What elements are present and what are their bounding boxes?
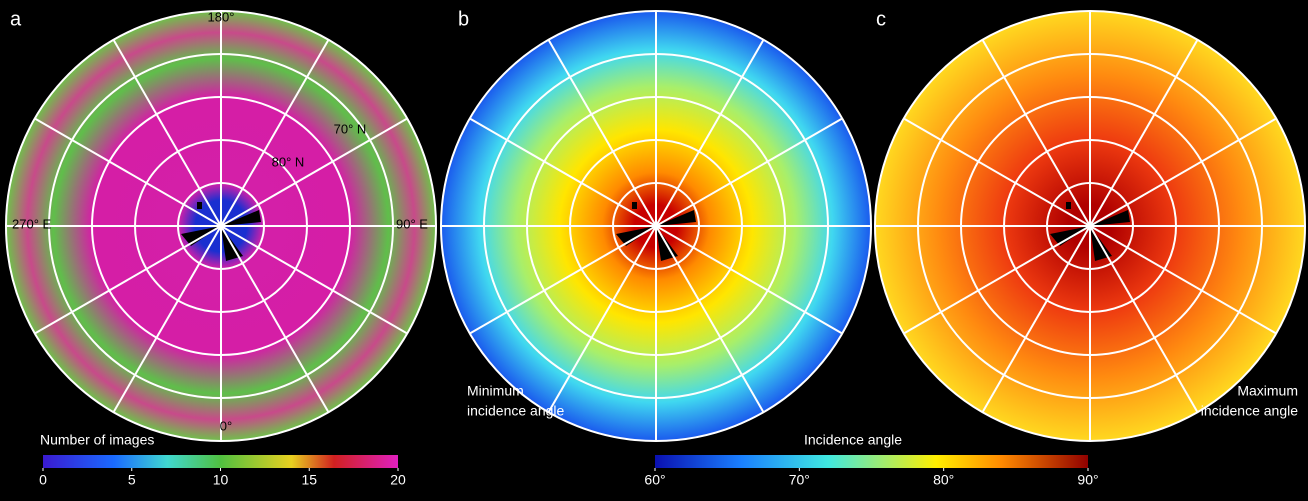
latitude-label: 70° N	[334, 121, 367, 136]
figure: a b Minimum incidence angle c Maximum incidenc…	[0, 0, 1308, 501]
colorbar-tick-label: 60°	[644, 472, 665, 488]
longitude-label: 90° E	[396, 216, 428, 231]
colorbar	[655, 455, 1088, 468]
colorbar-tick-label: 15	[301, 472, 317, 488]
colorbar-tick-label: 0	[39, 472, 47, 488]
colorbar-tick-label: 80°	[933, 472, 954, 488]
colorbar-tick-label: 5	[128, 472, 136, 488]
latitude-label: 80° N	[272, 154, 305, 169]
panel-label: b	[458, 8, 469, 30]
colorbar-title: Incidence angle	[804, 432, 902, 448]
colorbar-tick-label: 90°	[1077, 472, 1098, 488]
caption: Maximum	[1237, 383, 1298, 399]
colorbar	[43, 455, 398, 468]
longitude-label: 0°	[220, 418, 232, 433]
panel-label: a	[10, 8, 22, 30]
colorbar-tick-label: 70°	[789, 472, 810, 488]
caption: incidence angle	[1201, 403, 1299, 419]
caption: Minimum	[467, 383, 524, 399]
caption: incidence angle	[467, 403, 565, 419]
colorbar-tick-label: 10	[213, 472, 229, 488]
longitude-label: 180°	[208, 9, 235, 24]
longitude-label: 270° E	[12, 216, 52, 231]
panel-label: c	[876, 8, 886, 30]
colorbar-tick-label: 20	[390, 472, 406, 488]
colorbar-title: Number of images	[40, 432, 154, 448]
